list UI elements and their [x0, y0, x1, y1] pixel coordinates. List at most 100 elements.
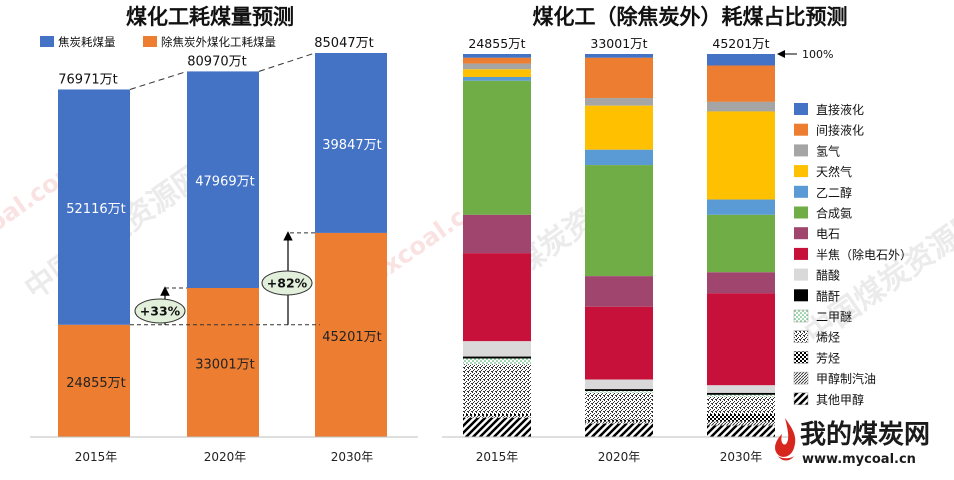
share-segment: [463, 414, 531, 416]
share-segment: [585, 389, 653, 392]
share-segment: [585, 57, 653, 99]
legend-label: 电石: [816, 227, 840, 241]
share-segment: [585, 423, 653, 437]
total-label: 85047万t: [314, 36, 373, 51]
legend-swatch: [794, 123, 808, 136]
share-segment: [707, 214, 775, 273]
legend-label: 其他甲醇: [816, 392, 864, 407]
legend-swatch: [794, 227, 808, 240]
share-segment: [463, 54, 531, 58]
bar-value-label: 52116万t: [66, 202, 125, 217]
right-chart: 煤化工（除焦炭外）耗煤占比预测 24855万t 2015年 33001万t 2020年 4…: [442, 5, 912, 464]
x-tick-label: 2030年: [720, 450, 763, 464]
legend-label: 直接液化: [816, 102, 864, 117]
share-segment: [463, 63, 531, 70]
share-segment: [707, 199, 775, 215]
bar-segment-other: [58, 324, 130, 437]
legend-swatch: [793, 392, 809, 406]
left-chart-title: 煤化工耗煤量预测: [126, 5, 294, 29]
bar-segment-other: [187, 287, 259, 437]
growth-badge: [134, 298, 186, 324]
legend-label: 合成氨: [816, 206, 852, 221]
legend-swatch: [793, 330, 809, 343]
share-segment: [585, 165, 653, 277]
share-segment: [463, 364, 531, 415]
legend-label: 醋酐: [816, 288, 840, 303]
bar-segment-other: [315, 232, 387, 437]
ymax-label: 100%: [802, 48, 833, 61]
x-tick-label: 2020年: [598, 450, 641, 464]
legend-swatch: [794, 247, 808, 260]
growth-badge-label: +33%: [140, 304, 181, 319]
footer-brand-name: 我的煤炭网: [800, 420, 931, 450]
share-segment: [707, 421, 775, 426]
bar-value-label: 39847万t: [322, 138, 381, 153]
share-segment: [585, 379, 653, 390]
total-label: 76971万t: [58, 72, 117, 87]
share-segment: [707, 414, 775, 422]
share-segment: [463, 341, 531, 357]
legend-swatch: [794, 268, 808, 281]
share-segment: [707, 396, 775, 415]
bar-value-label: 47969万t: [195, 175, 254, 190]
legend-swatch-other: [143, 36, 157, 47]
legend-swatch: [793, 309, 809, 323]
legend-swatch: [793, 351, 809, 364]
share-segment: [585, 98, 653, 106]
legend-label: 焦炭耗煤量: [58, 35, 116, 49]
legend-swatch: [794, 289, 808, 302]
share-segment: [463, 57, 531, 64]
share-segment: [707, 392, 775, 395]
total-label: 33001万t: [590, 36, 647, 51]
legend-label: 甲醇制汽油: [816, 371, 876, 386]
share-segment: [585, 54, 653, 58]
share-segment: [463, 76, 531, 81]
bar-segment-coke: [315, 52, 387, 233]
share-segment: [463, 415, 531, 418]
share-segment: [707, 425, 775, 437]
legend-swatch: [794, 144, 808, 157]
share-segment: [463, 356, 531, 359]
x-tick-label: 2020年: [204, 450, 247, 464]
growth-badge-label: +82%: [267, 276, 308, 291]
share-segment: [585, 421, 653, 424]
share-segment: [707, 54, 775, 66]
bar-value-label: 24855万t: [66, 376, 125, 391]
share-segment: [707, 385, 775, 393]
legend-swatch: [794, 103, 808, 115]
bar-value-label: 45201万t: [322, 330, 381, 345]
bar-value-label: 33001万t: [195, 357, 254, 372]
total-label: 45201万t: [712, 36, 769, 51]
footer-brand: 我的煤炭网 www.mycoal.cn: [770, 412, 954, 476]
share-segment: [585, 419, 653, 422]
legend-label: 乙二醇: [816, 185, 852, 200]
legend-label: 间接液化: [816, 123, 864, 138]
legend-label: 二甲醚: [816, 310, 852, 324]
share-segment: [463, 358, 531, 365]
legend-label: 氢气: [816, 143, 840, 158]
share-segment: [585, 306, 653, 380]
share-segment: [585, 149, 653, 166]
share-segment: [707, 293, 775, 386]
bar-segment-coke: [187, 71, 259, 288]
legend-label: 烯烃: [816, 331, 840, 345]
share-segment: [463, 69, 531, 77]
bar-segment-coke: [58, 89, 130, 325]
legend-label: 半焦（除电石外）: [816, 247, 912, 262]
legend-swatch: [794, 165, 808, 178]
legend-swatch: [794, 185, 808, 198]
flame-logo-icon: [775, 418, 796, 461]
share-segment: [463, 253, 531, 342]
connector-line: [258, 52, 316, 72]
legend-swatch-coke: [40, 36, 54, 47]
share-segment: [707, 394, 775, 397]
legend-label: 除焦炭外煤化工耗煤量: [161, 35, 276, 49]
legend-label: 天然气: [816, 164, 852, 179]
right-chart-title: 煤化工（除焦炭外）耗煤占比预测: [533, 5, 848, 29]
share-segment: [707, 101, 775, 112]
total-label: 24855万t: [468, 36, 525, 51]
share-segment: [707, 65, 775, 102]
